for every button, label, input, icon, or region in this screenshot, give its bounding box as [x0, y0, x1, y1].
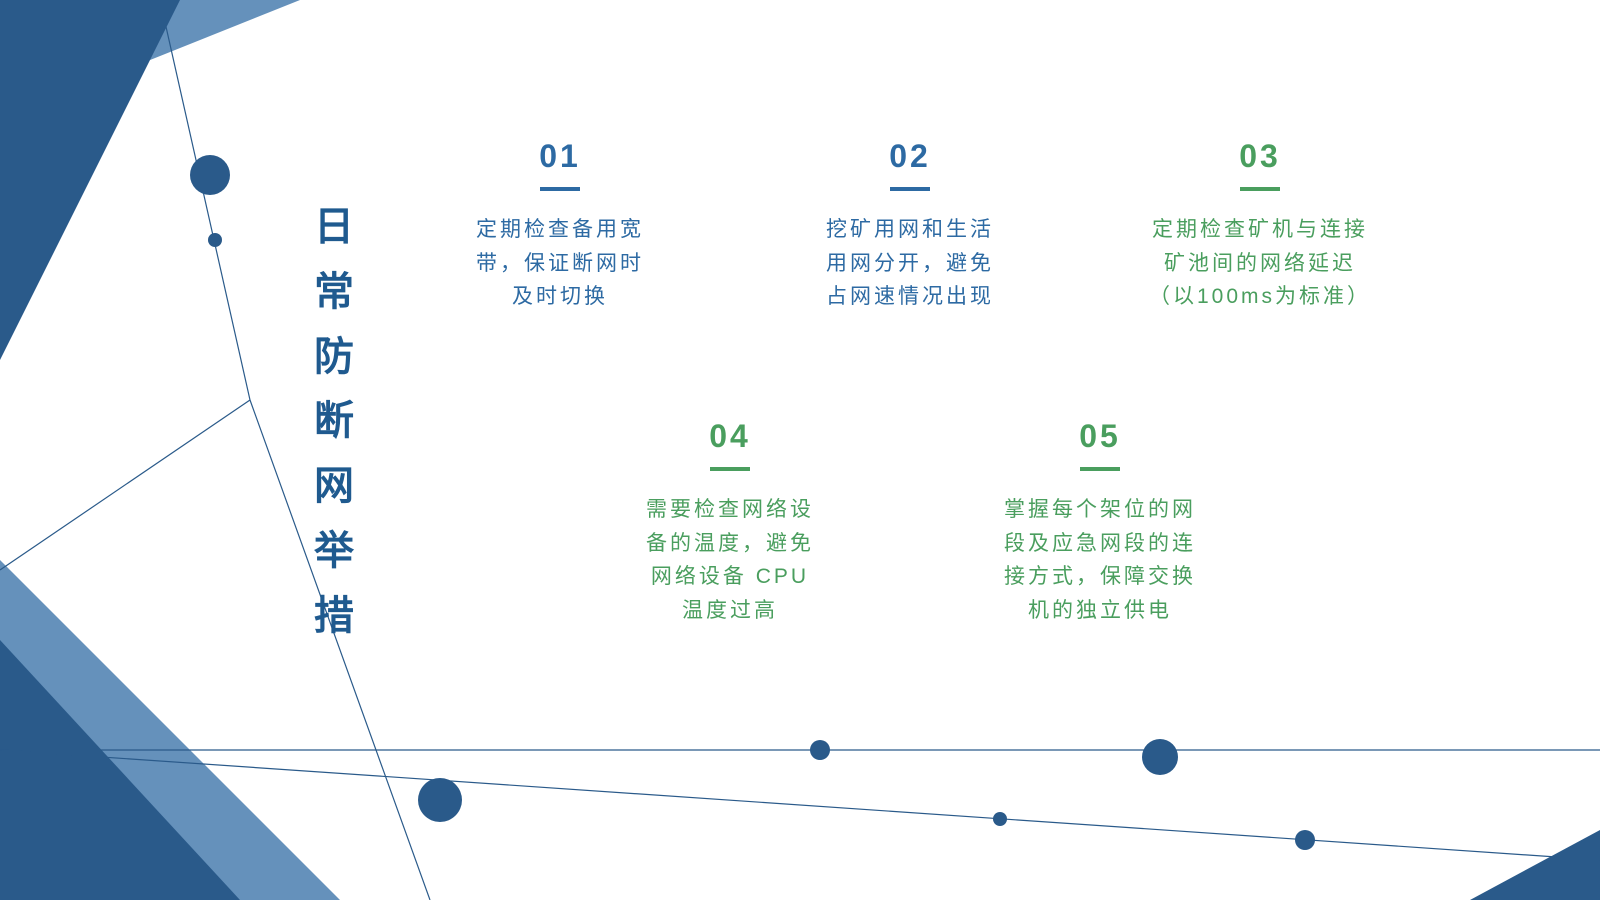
slide-title-vertical: 日常防断网举措	[310, 195, 360, 649]
item-underline	[710, 467, 750, 471]
item-03: 03 定期检查矿机与连接矿池间的网络延迟（以100ms为标准）	[1095, 138, 1425, 314]
item-05: 05 掌握每个架位的网段及应急网段的连接方式，保障交换机的独立供电	[950, 418, 1250, 627]
item-02: 02 挖矿用网和生活用网分开，避免占网速情况出现	[780, 138, 1040, 314]
item-underline	[540, 187, 580, 191]
item-underline	[1240, 187, 1280, 191]
item-text: 掌握每个架位的网段及应急网段的连接方式，保障交换机的独立供电	[950, 493, 1250, 627]
item-text: 需要检查网络设备的温度，避免网络设备 CPU温度过高	[580, 493, 880, 627]
item-text: 挖矿用网和生活用网分开，避免占网速情况出现	[780, 213, 1040, 314]
item-text: 定期检查矿机与连接矿池间的网络延迟（以100ms为标准）	[1095, 213, 1425, 314]
item-number: 05	[950, 418, 1250, 455]
item-number: 04	[580, 418, 880, 455]
item-text: 定期检查备用宽带，保证断网时及时切换	[430, 213, 690, 314]
item-04: 04 需要检查网络设备的温度，避免网络设备 CPU温度过高	[580, 418, 880, 627]
item-number: 01	[430, 138, 690, 175]
item-01: 01 定期检查备用宽带，保证断网时及时切换	[430, 138, 690, 314]
item-number: 03	[1095, 138, 1425, 175]
item-number: 02	[780, 138, 1040, 175]
item-underline	[1080, 467, 1120, 471]
item-underline	[890, 187, 930, 191]
